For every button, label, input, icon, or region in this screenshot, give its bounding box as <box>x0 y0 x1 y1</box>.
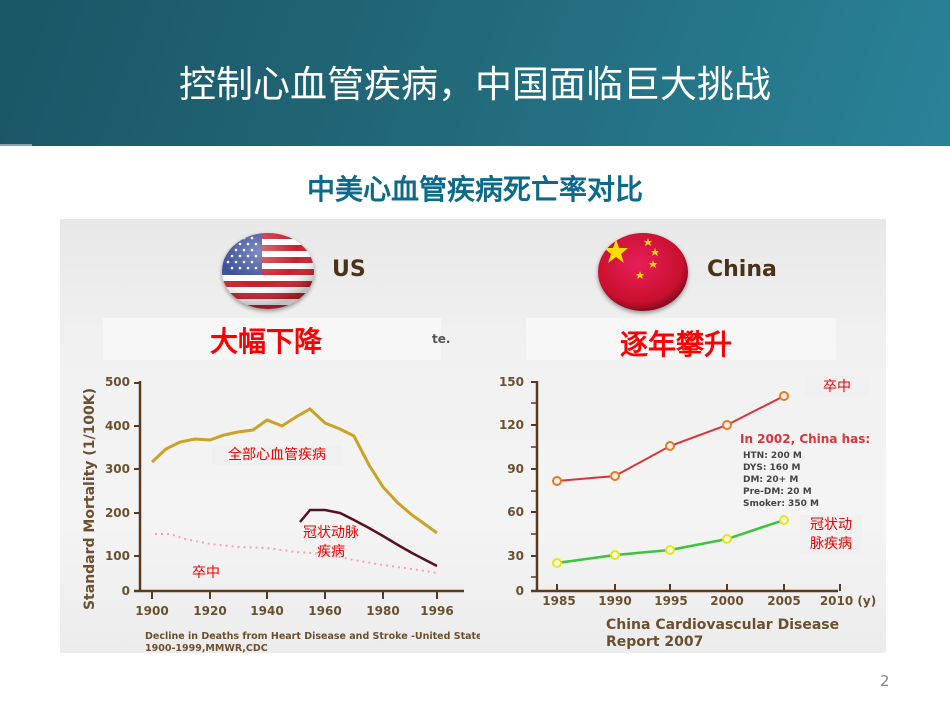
svg-text:1940: 1940 <box>250 604 283 618</box>
svg-text:60: 60 <box>507 505 524 519</box>
us-total-cvd-label: 全部心血管疾病 <box>212 445 342 465</box>
china-mortality-chart: 150 120 90 60 30 0 1985 1990 1995 2000 2005 2010… <box>499 375 876 650</box>
china-note-item: Pre-DM: 20 M <box>743 487 812 497</box>
slide-title: 控制心血管疾病，中国面临巨大挑战 <box>179 63 771 106</box>
us-chart-caption-2: 1900-1999,MMWR,CDC <box>145 643 268 653</box>
china-trend-box <box>526 318 836 360</box>
svg-text:1920: 1920 <box>193 604 226 618</box>
china-note-item: DYS: 160 M <box>743 463 800 473</box>
svg-text:1995: 1995 <box>654 594 687 608</box>
us-stroke-label: 卒中 <box>192 565 220 581</box>
china-trend-label: 逐年攀升 <box>620 328 733 361</box>
slide-header: 控制心血管疾病，中国面临巨大挑战 <box>0 0 950 146</box>
svg-text:1900: 1900 <box>135 604 168 618</box>
svg-text:2000: 2000 <box>710 594 743 608</box>
us-chd-label-1: 冠状动脉 <box>303 525 359 541</box>
svg-text:100: 100 <box>105 549 130 563</box>
comparison-panel: US China 大幅下降 te. 逐年攀升 Standard Mortalit… <box>60 219 886 653</box>
svg-text:2010 (y): 2010 (y) <box>820 594 876 608</box>
us-chart-caption-1: Decline in Deaths from Heart Disease and… <box>145 631 480 642</box>
svg-text:1985: 1985 <box>542 594 575 608</box>
us-partial-text: te. <box>432 332 451 346</box>
svg-text:0: 0 <box>122 584 130 598</box>
svg-text:400: 400 <box>105 419 130 433</box>
svg-text:150: 150 <box>499 375 524 389</box>
svg-text:1990: 1990 <box>598 594 631 608</box>
svg-text:1996: 1996 <box>420 604 453 618</box>
svg-text:1960: 1960 <box>308 604 341 618</box>
us-country-label: US <box>332 257 366 282</box>
page-number: 2 <box>880 672 890 690</box>
svg-text:0: 0 <box>516 584 524 598</box>
us-mortality-chart: Standard Mortality (1/100K) 500 400 300 20… <box>82 375 480 653</box>
china-note-item: Smoker: 350 M <box>743 499 819 509</box>
svg-text:30: 30 <box>507 549 524 563</box>
svg-text:500: 500 <box>105 375 130 389</box>
svg-text:200: 200 <box>105 506 130 520</box>
us-flag-icon <box>222 233 314 309</box>
us-chd-label-2: 疾病 <box>317 544 345 560</box>
china-chart-caption-2: Report 2007 <box>606 634 703 650</box>
us-trend-label: 大幅下降 <box>210 325 323 358</box>
china-note-item: HTN: 200 M <box>743 451 802 461</box>
header-accent-bar <box>0 144 32 146</box>
svg-text:300: 300 <box>105 462 130 476</box>
china-stroke-label: 卒中 <box>805 377 869 397</box>
china-country-label: China <box>707 257 777 282</box>
china-chart-caption-1: China Cardiovascular Disease <box>606 617 839 633</box>
china-flag-icon <box>598 233 688 311</box>
china-note-title: In 2002, China has: <box>740 432 870 446</box>
us-trend-box <box>103 318 441 360</box>
china-note-item: DM: 20+ M <box>743 475 798 485</box>
svg-text:Standard Mortality (1/100K): Standard Mortality (1/100K) <box>82 388 98 610</box>
china-chd-label-2: 脉疾病 <box>800 534 862 554</box>
svg-text:120: 120 <box>499 418 524 432</box>
svg-text:1980: 1980 <box>366 604 399 618</box>
svg-text:90: 90 <box>507 462 524 476</box>
svg-text:2005: 2005 <box>767 594 800 608</box>
slide-subtitle: 中美心血管疾病死亡率对比 <box>306 173 643 206</box>
china-chd-label-1: 冠状动 <box>800 515 862 535</box>
